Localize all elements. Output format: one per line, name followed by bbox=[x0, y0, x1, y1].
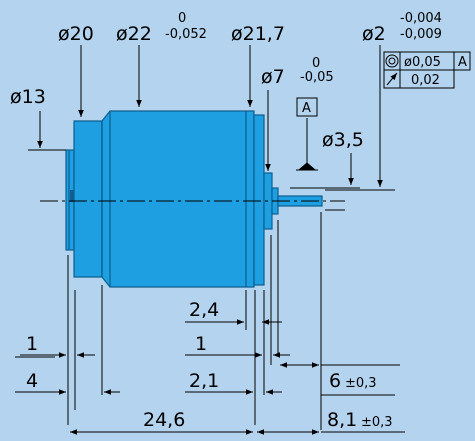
label-dim-2-1: 2,1 bbox=[189, 370, 219, 392]
label-d22: ø22 bbox=[116, 23, 152, 45]
label-dim-6: 6 bbox=[329, 370, 341, 392]
tol-frame-value-2: 0,02 bbox=[411, 73, 440, 88]
label-d22-tol-lower: -0,052 bbox=[165, 27, 207, 42]
runout-icon bbox=[386, 72, 398, 86]
tol-frame-datum-1: A bbox=[458, 55, 467, 70]
label-d22-tol-upper: 0 bbox=[178, 11, 186, 26]
motor-body bbox=[65, 110, 323, 288]
label-dim-24-6: 24,6 bbox=[143, 409, 185, 431]
label-dim-1-left: 1 bbox=[26, 333, 38, 355]
label-dim-2-4: 2,4 bbox=[189, 299, 219, 321]
rear-cap bbox=[73, 120, 103, 278]
label-d13: ø13 bbox=[10, 86, 46, 108]
label-dim-6-tol: ±0,3 bbox=[345, 376, 377, 391]
concentricity-icon bbox=[385, 54, 399, 68]
label-d21-7: ø21,7 bbox=[231, 23, 285, 45]
label-d20: ø20 bbox=[58, 23, 94, 45]
label-d2-tol-upper: -0,004 bbox=[400, 11, 442, 26]
label-d2-tol-lower: -0,009 bbox=[400, 27, 442, 42]
label-d7-tol-lower: -0,05 bbox=[300, 70, 334, 85]
label-dim-8-1: 8,1 bbox=[327, 409, 357, 431]
label-d7: ø7 bbox=[261, 66, 285, 88]
tolerance-frame bbox=[383, 51, 471, 89]
label-dim-8-1-tol: ±0,3 bbox=[361, 415, 393, 430]
label-dim-4: 4 bbox=[26, 370, 38, 392]
datum-a-box bbox=[296, 97, 318, 117]
tol-frame-value-1: ø0,05 bbox=[404, 55, 441, 70]
main-can bbox=[101, 110, 255, 288]
rear-terminals bbox=[70, 190, 74, 202]
label-d2: ø2 bbox=[362, 23, 386, 45]
label-d7-tol-upper: 0 bbox=[312, 56, 320, 71]
label-d3-5: ø3,5 bbox=[322, 129, 364, 151]
label-datum-a: A bbox=[302, 101, 311, 116]
label-dim-1-mid: 1 bbox=[195, 333, 207, 355]
dimension-labels: ø20 ø22 0 -0,052 ø21,7 ø2 -0,004 -0,009 … bbox=[10, 11, 467, 431]
front-collar bbox=[253, 114, 265, 286]
